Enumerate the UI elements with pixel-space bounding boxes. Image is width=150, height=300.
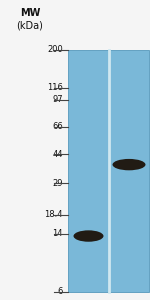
Text: 29: 29 [52,179,63,188]
Bar [68,50,149,292]
Text: 14: 14 [52,229,63,238]
Ellipse shape [74,230,104,242]
Ellipse shape [112,159,146,170]
Text: 200: 200 [47,46,63,55]
Text: 97: 97 [52,95,63,104]
Text: 6: 6 [58,287,63,296]
Text: MW: MW [20,8,40,18]
Text: 18.4: 18.4 [45,210,63,219]
Text: (kDa): (kDa) [16,20,44,30]
Text: 66: 66 [52,122,63,131]
Text: 116: 116 [47,83,63,92]
Text: 44: 44 [52,150,63,159]
